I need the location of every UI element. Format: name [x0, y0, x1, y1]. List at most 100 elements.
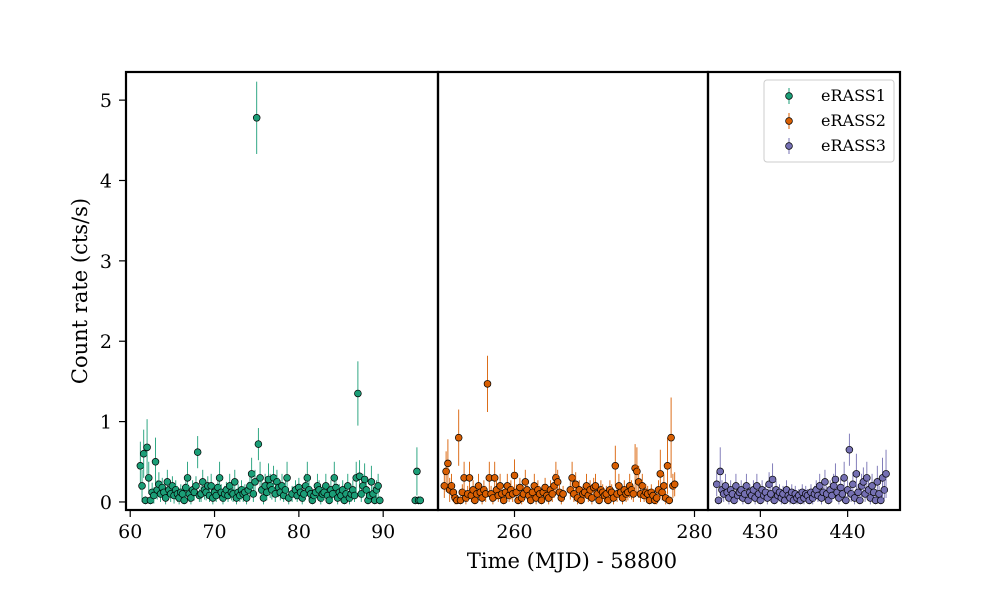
data-point — [180, 496, 188, 505]
data-point — [139, 449, 148, 458]
y-tick-label: 3 — [100, 251, 112, 273]
data-point — [249, 490, 258, 498]
data-point — [849, 480, 857, 489]
data-point — [193, 448, 202, 456]
legend-entry: eRASS3 — [785, 136, 886, 155]
x-tick-label: 430 — [742, 521, 778, 543]
data-point — [350, 491, 359, 500]
data-point — [568, 474, 576, 482]
y-axis-label: Count rate (cts/s) — [68, 198, 92, 384]
y-tick-label: 1 — [100, 412, 112, 434]
data-point — [151, 458, 160, 466]
series-eRASS3 — [712, 433, 890, 505]
x-tick-label: 60 — [118, 521, 142, 543]
series-eRASS2 — [440, 355, 679, 505]
data-point — [548, 490, 557, 498]
data-point — [231, 478, 239, 486]
panel-frame-3 — [706, 70, 902, 512]
y-tick-label: 0 — [100, 492, 112, 514]
data-point — [256, 474, 264, 482]
data-point — [465, 474, 474, 482]
data-point — [638, 482, 647, 490]
data-point — [863, 474, 871, 482]
data-point — [251, 478, 259, 486]
chart-marks — [136, 81, 890, 505]
data-point — [670, 480, 679, 489]
data-point — [652, 494, 661, 502]
data-point — [880, 486, 889, 494]
data-point — [559, 490, 567, 498]
data-point — [252, 114, 261, 122]
data-point — [553, 478, 562, 486]
data-point — [595, 496, 603, 505]
legend-box — [763, 79, 895, 163]
data-point — [873, 478, 882, 486]
data-point — [660, 482, 668, 490]
data-point — [192, 482, 200, 490]
data-point — [483, 380, 492, 388]
data-point — [852, 470, 861, 478]
data-point — [413, 467, 421, 476]
data-point — [178, 490, 187, 498]
data-point — [143, 443, 151, 452]
data-point — [629, 490, 638, 498]
data-point — [521, 478, 530, 486]
data-point — [854, 488, 862, 497]
legend-label: eRASS2 — [821, 111, 886, 130]
data-point — [663, 462, 672, 470]
data-point — [856, 496, 864, 505]
x-axis-label: Time (MJD) - 58800 — [467, 549, 677, 573]
data-point — [490, 474, 499, 482]
data-point — [496, 482, 504, 490]
data-point — [821, 478, 829, 486]
x-tick-label: 70 — [202, 521, 226, 543]
data-point — [516, 483, 524, 492]
data-point — [207, 482, 215, 490]
data-point — [829, 482, 838, 490]
series-eRASS1 — [136, 81, 425, 505]
legend-label: eRASS3 — [821, 136, 886, 155]
data-point — [667, 433, 675, 442]
data-point — [510, 471, 519, 480]
data-point — [136, 462, 145, 470]
data-point — [215, 474, 224, 482]
data-point — [882, 470, 890, 478]
data-point — [444, 459, 452, 468]
panel-frame-1 — [124, 70, 440, 512]
data-point — [376, 496, 384, 505]
data-point — [247, 470, 256, 478]
data-point — [831, 475, 840, 484]
legend-entry: eRASS1 — [785, 86, 886, 105]
data-point — [842, 496, 850, 505]
x-tick-label: 90 — [371, 521, 395, 543]
data-point — [283, 474, 291, 482]
x-tick-label: 440 — [830, 521, 866, 543]
data-point — [447, 482, 456, 490]
data-point — [471, 496, 479, 505]
y-tick-label: 2 — [100, 331, 112, 353]
x-tick-label: 280 — [676, 521, 712, 543]
data-point — [182, 483, 190, 492]
data-point — [845, 445, 854, 454]
data-point — [145, 474, 153, 482]
data-point — [768, 475, 777, 484]
data-point — [877, 496, 885, 505]
data-point — [303, 474, 312, 482]
data-point — [254, 440, 263, 448]
data-point — [712, 480, 721, 489]
data-point — [183, 474, 192, 482]
x-tick-label: 260 — [496, 521, 532, 543]
axes: 60 70 80 90 260 280 430 440 0 1 2 3 4 5 — [100, 90, 866, 543]
data-point — [367, 478, 376, 486]
data-point — [322, 482, 330, 490]
legend: eRASS1 eRASS2 eRASS3 — [763, 79, 895, 163]
data-point — [281, 486, 290, 494]
data-point — [454, 433, 463, 442]
data-point — [360, 475, 369, 484]
data-point — [836, 483, 845, 492]
panel-frames — [124, 70, 902, 512]
data-point — [840, 474, 848, 482]
data-point — [330, 474, 339, 482]
y-tick-label: 5 — [100, 90, 112, 112]
